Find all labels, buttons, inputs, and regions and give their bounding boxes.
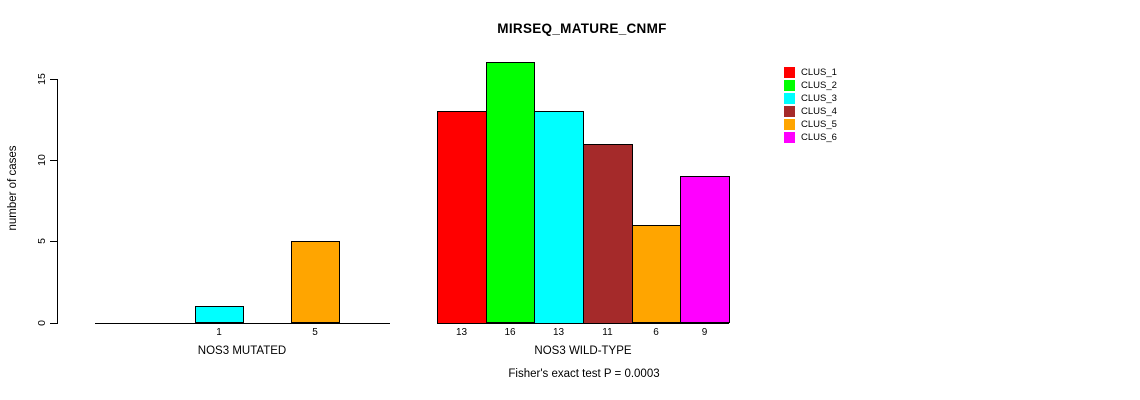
bar-clus_5 bbox=[632, 224, 681, 324]
legend-row-clus_1: CLUS_1 bbox=[784, 66, 837, 79]
legend-label: CLUS_3 bbox=[801, 93, 837, 104]
legend-swatch-icon bbox=[784, 80, 795, 91]
y-axis-label: number of cases bbox=[7, 145, 19, 231]
y-tick-label: 15 bbox=[36, 72, 48, 85]
group-label-nos3-wild-type: NOS3 WILD-TYPE bbox=[534, 345, 632, 357]
y-axis-line bbox=[57, 78, 58, 324]
bar-value-label: 9 bbox=[701, 327, 708, 338]
fisher-test-annotation: Fisher's exact test P = 0.0003 bbox=[508, 368, 660, 380]
y-tick-mark bbox=[50, 78, 57, 80]
legend-label: CLUS_4 bbox=[801, 106, 837, 117]
bar-clus_5 bbox=[291, 241, 340, 324]
group-label-nos3-mutated: NOS3 MUTATED bbox=[197, 345, 287, 357]
bar-clus_3 bbox=[195, 306, 244, 324]
legend-swatch-icon bbox=[784, 106, 795, 117]
bar-clus_3 bbox=[534, 111, 584, 324]
y-tick-mark bbox=[50, 241, 57, 243]
bar-value-label: 11 bbox=[602, 327, 613, 338]
y-tick-mark bbox=[50, 159, 57, 161]
legend-swatch-icon bbox=[784, 119, 795, 130]
legend-label: CLUS_6 bbox=[801, 132, 837, 143]
y-tick-label: 5 bbox=[36, 238, 48, 245]
chart-title: MIRSEQ_MATURE_CNMF bbox=[497, 21, 667, 36]
legend: CLUS_1 CLUS_2 CLUS_3 CLUS_4 CLUS_5 CLUS_6 bbox=[784, 66, 837, 144]
bar-value-label: 16 bbox=[504, 327, 516, 338]
bar-value-label: 6 bbox=[653, 327, 659, 338]
bar-clus_4 bbox=[583, 143, 633, 324]
bar-value-label: 13 bbox=[455, 327, 468, 338]
y-tick-mark bbox=[50, 322, 57, 324]
bar-clus_1 bbox=[437, 111, 487, 324]
bar-value-label: 5 bbox=[312, 327, 318, 338]
y-tick-label: 10 bbox=[36, 153, 48, 166]
legend-label: CLUS_1 bbox=[801, 67, 837, 78]
legend-swatch-icon bbox=[784, 132, 795, 143]
bar-value-label: 1 bbox=[216, 327, 222, 338]
legend-row-clus_2: CLUS_2 bbox=[784, 79, 837, 92]
legend-row-clus_4: CLUS_4 bbox=[784, 105, 837, 118]
legend-row-clus_3: CLUS_3 bbox=[784, 92, 837, 105]
legend-label: CLUS_5 bbox=[801, 119, 837, 130]
y-tick-label: 0 bbox=[36, 319, 48, 326]
legend-swatch-icon bbox=[784, 93, 795, 104]
bar-clus_2 bbox=[486, 62, 535, 324]
legend-label: CLUS_2 bbox=[801, 80, 837, 91]
legend-row-clus_5: CLUS_5 bbox=[784, 118, 837, 131]
legend-swatch-icon bbox=[784, 67, 795, 78]
bar-value-label: 13 bbox=[552, 327, 565, 338]
legend-row-clus_6: CLUS_6 bbox=[784, 131, 837, 144]
bar-clus_6 bbox=[680, 176, 730, 324]
